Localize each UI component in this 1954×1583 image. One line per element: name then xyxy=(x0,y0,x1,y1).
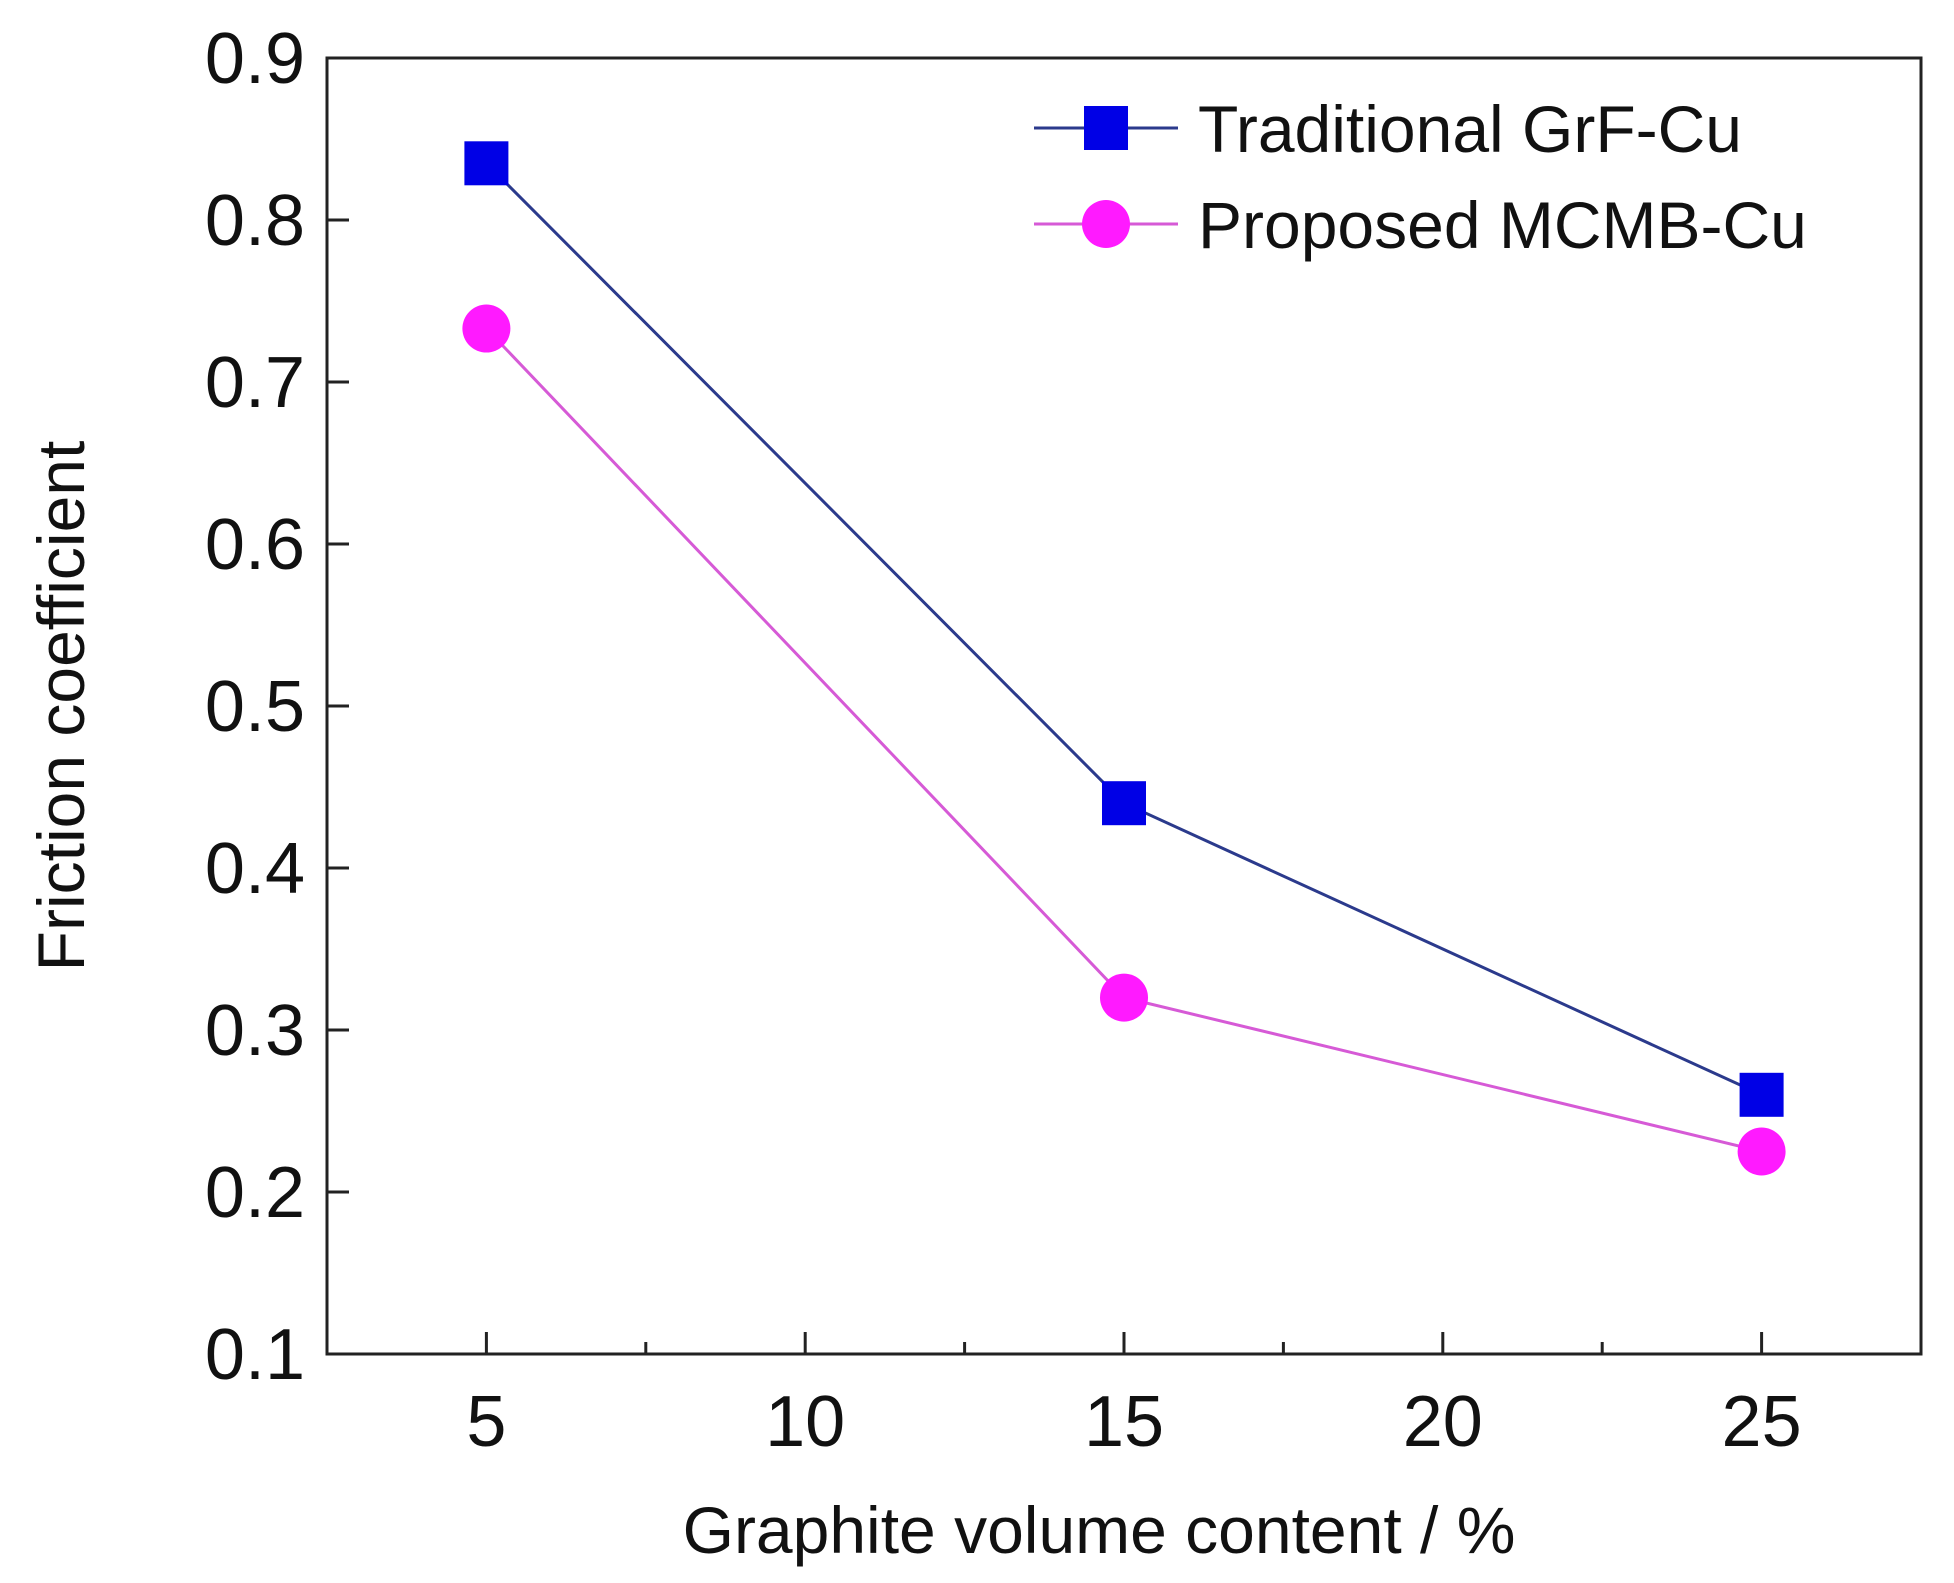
data-point-circle xyxy=(462,304,511,353)
y-tick-label: 0.1 xyxy=(205,1315,305,1395)
y-tick-label: 0.5 xyxy=(205,667,305,747)
legend-marker-square xyxy=(1084,106,1128,150)
x-axis-title: Graphite volume content / % xyxy=(683,1493,1516,1567)
legend-label-proposed: Proposed MCMB-Cu xyxy=(1198,188,1807,262)
y-tick-label: 0.7 xyxy=(205,343,305,423)
y-tick-label: 0.6 xyxy=(205,505,305,585)
data-point-square xyxy=(464,141,509,186)
y-tick-label: 0.4 xyxy=(205,829,305,909)
y-tick-label: 0.3 xyxy=(205,991,305,1071)
x-tick-label: 15 xyxy=(1084,1382,1164,1462)
x-tick-label: 20 xyxy=(1403,1382,1483,1462)
legend: Traditional GrF-Cu Proposed MCMB-Cu xyxy=(1034,92,1807,262)
plot-frame xyxy=(325,56,1923,1356)
legend-item-traditional: Traditional GrF-Cu xyxy=(1034,92,1742,166)
legend-item-proposed: Proposed MCMB-Cu xyxy=(1034,188,1807,262)
y-axis-title: Friction coefficient xyxy=(24,441,98,972)
legend-marker-circle xyxy=(1082,200,1130,248)
ticks-layer: 0.1 0.2 0.3 0.4 0.5 0.6 0.7 0.8 0.9 5 10 15 20 25 xyxy=(205,19,1802,1462)
legend-label-traditional: Traditional GrF-Cu xyxy=(1198,92,1742,166)
data-point-square xyxy=(1102,781,1146,826)
x-tick-label: 10 xyxy=(765,1382,845,1462)
y-tick-label: 0.9 xyxy=(205,19,305,99)
y-tick-label: 0.8 xyxy=(205,181,305,261)
data-point-circle xyxy=(1737,1127,1786,1176)
data-point-square xyxy=(1739,1072,1784,1117)
x-tick-label: 5 xyxy=(466,1382,506,1462)
data-point-circle xyxy=(1100,973,1148,1022)
x-tick-label: 25 xyxy=(1722,1382,1802,1462)
y-tick-label: 0.2 xyxy=(205,1153,305,1233)
series-layer xyxy=(462,141,1786,1176)
